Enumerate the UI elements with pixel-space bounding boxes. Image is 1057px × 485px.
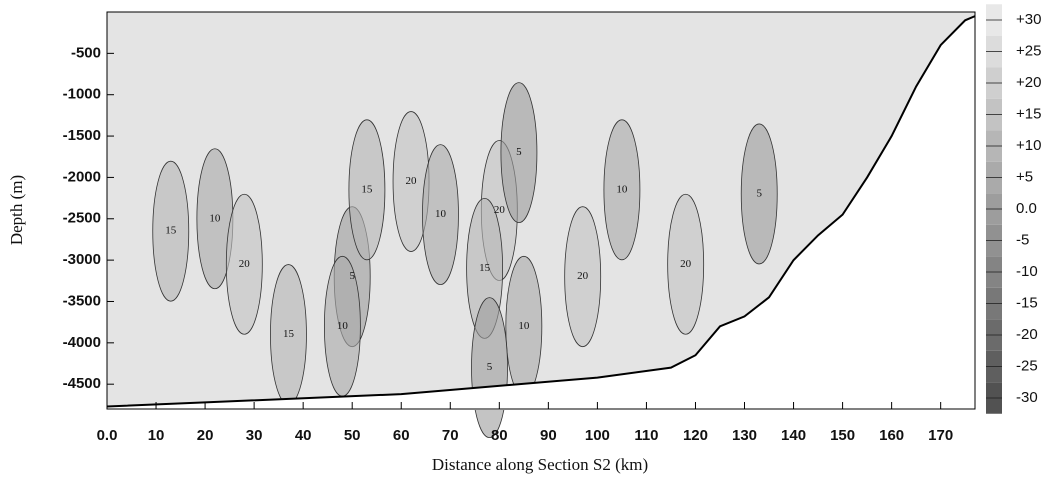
- contour-label: 20: [239, 258, 251, 270]
- y-tick-label: -2500: [63, 210, 101, 227]
- x-tick-label: 20: [197, 427, 214, 444]
- contour-shape: [348, 119, 386, 261]
- contour-shape: [740, 123, 778, 265]
- contour-shape: [564, 206, 602, 348]
- x-tick-label: 80: [491, 427, 508, 444]
- contour-label: 5: [756, 187, 762, 199]
- contour-shape: [225, 193, 263, 335]
- colorbar-label: -5: [1016, 231, 1029, 248]
- contour-shape: [603, 119, 641, 261]
- contour-shape: [500, 82, 538, 224]
- contour-label: 5: [349, 270, 355, 282]
- contour-label: 20: [577, 270, 589, 282]
- seafloor-mask: [107, 10, 976, 410]
- colorbar-label: +10: [1016, 137, 1041, 154]
- x-axis-label: Distance along Section S2 (km): [432, 455, 648, 474]
- colorbar-label: -30: [1016, 389, 1038, 406]
- y-tick-label: -1500: [63, 127, 101, 144]
- y-tick-label: -3000: [63, 251, 101, 268]
- contour-shape: [152, 160, 190, 302]
- x-tick-label: 140: [781, 427, 806, 444]
- contour-label: 10: [435, 208, 447, 220]
- x-tick-label: 90: [540, 427, 557, 444]
- x-tick-label: 70: [442, 427, 459, 444]
- x-tick-label: 50: [344, 427, 361, 444]
- contour-label: 20: [406, 175, 418, 187]
- contour-label: 10: [209, 212, 221, 224]
- y-tick-label: -2000: [63, 168, 101, 185]
- contour-shape: [667, 193, 705, 335]
- colorbar-label: +15: [1016, 105, 1041, 122]
- contour-label: 15: [479, 262, 491, 274]
- contour-label: 20: [680, 258, 692, 270]
- x-tick-label: 150: [830, 427, 855, 444]
- x-tick-label: 40: [295, 427, 312, 444]
- colorbar-label: 0.0: [1016, 200, 1037, 217]
- colorbar-label: +5: [1016, 168, 1033, 185]
- colorbar-label: +30: [1016, 11, 1041, 28]
- contour-label: 10: [518, 320, 530, 332]
- contour-label: 15: [361, 183, 373, 195]
- y-tick-label: -1000: [63, 86, 101, 103]
- x-tick-label: 0.0: [97, 427, 118, 444]
- colorbar-label: -10: [1016, 263, 1038, 280]
- x-tick-label: 130: [732, 427, 757, 444]
- contour-label: 15: [165, 225, 177, 237]
- plot-frame: [106, 11, 976, 410]
- colorbar-label: +20: [1016, 74, 1041, 91]
- contour-label: 5: [487, 361, 493, 373]
- colorbar-label: -20: [1016, 326, 1038, 343]
- colorbar-label: +25: [1016, 42, 1041, 59]
- y-tick-label: -500: [71, 44, 101, 61]
- y-tick-label: -4000: [63, 334, 101, 351]
- contour-label: 15: [283, 328, 295, 340]
- x-tick-label: 160: [879, 427, 904, 444]
- y-tick-label: -3500: [63, 292, 101, 309]
- contour-shape: [422, 144, 459, 286]
- contour-label: 5: [516, 146, 522, 158]
- x-tick-label: 120: [683, 427, 708, 444]
- contour-label: 10: [616, 183, 628, 195]
- y-tick-label: -4500: [63, 375, 101, 392]
- x-tick-label: 100: [585, 427, 610, 444]
- bathymetry-line: [106, 15, 976, 408]
- colorbar-label: -15: [1016, 294, 1038, 311]
- y-axis-label: Depth (m): [7, 175, 26, 245]
- x-tick-label: 10: [148, 427, 165, 444]
- x-tick-label: 170: [928, 427, 953, 444]
- x-tick-label: 30: [246, 427, 263, 444]
- x-tick-label: 60: [393, 427, 410, 444]
- x-tick-label: 110: [634, 427, 658, 444]
- contour-label: 10: [337, 320, 349, 332]
- colorbar-label: -25: [1016, 357, 1038, 374]
- contour-label: 20: [494, 204, 506, 216]
